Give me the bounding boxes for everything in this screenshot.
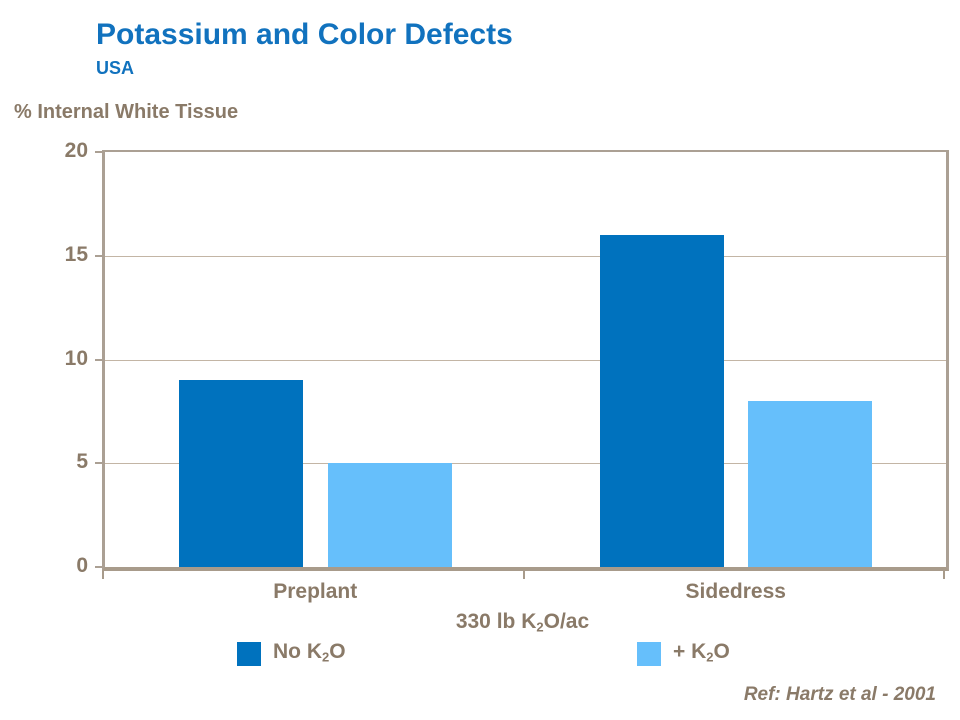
y-tick-mark-20 [95, 151, 103, 153]
x-axis-label-text: 330 lb K [455, 610, 537, 633]
plot-area [102, 150, 949, 571]
y-tick-label-10: 10 [64, 346, 88, 370]
chart-title: Potassium and Color Defects [96, 18, 513, 51]
x-tick-mark-1 [523, 571, 525, 579]
y-tick-label-0: 0 [76, 554, 88, 577]
x-axis-label: 330 lb K2O/ac [102, 610, 943, 635]
legend-swatch-plus-k2o [637, 642, 661, 666]
bar-preplant-plus-k2o [328, 463, 452, 567]
x-tick-mark-0 [102, 571, 104, 579]
legend-text: O [713, 640, 730, 663]
x-tick-mark-2 [943, 571, 945, 579]
y-tick-label-5: 5 [76, 450, 88, 474]
y-axis-title: % Internal White Tissue [14, 101, 239, 123]
legend-subscript: 2 [706, 649, 714, 665]
bar-sidedress-plus-k2o [748, 401, 872, 567]
y-tick-mark-5 [95, 462, 103, 465]
y-tick-label-15: 15 [64, 242, 88, 266]
legend-swatch-no-k2o [237, 642, 261, 666]
gridline-y-10 [105, 360, 946, 361]
y-tick-mark-10 [95, 358, 103, 361]
x-category-label-preplant: Preplant [273, 580, 358, 603]
legend-text: O [329, 640, 346, 663]
gridline-y-5 [105, 463, 946, 464]
reference-note: Ref: Hartz et al - 2001 [743, 684, 936, 705]
x-axis-label-text: O/ac [543, 610, 590, 633]
y-tick-mark-0 [95, 566, 103, 568]
bar-preplant-no-k2o [179, 380, 303, 567]
x-axis-label-subscript: 2 [536, 619, 544, 635]
legend-subscript: 2 [322, 649, 330, 665]
y-tick-mark-15 [95, 254, 103, 257]
gridline-y-15 [105, 256, 946, 257]
x-category-label-sidedress: Sidedress [685, 580, 786, 603]
legend-text: + K [673, 640, 707, 663]
legend-label-no-k2o: No K2O [273, 640, 346, 665]
y-tick-label-20: 20 [64, 139, 88, 162]
legend-label-plus-k2o: + K2O [673, 640, 730, 665]
legend-text: No K [273, 640, 322, 663]
chart-subtitle: USA [96, 58, 135, 78]
bar-sidedress-no-k2o [600, 235, 724, 567]
